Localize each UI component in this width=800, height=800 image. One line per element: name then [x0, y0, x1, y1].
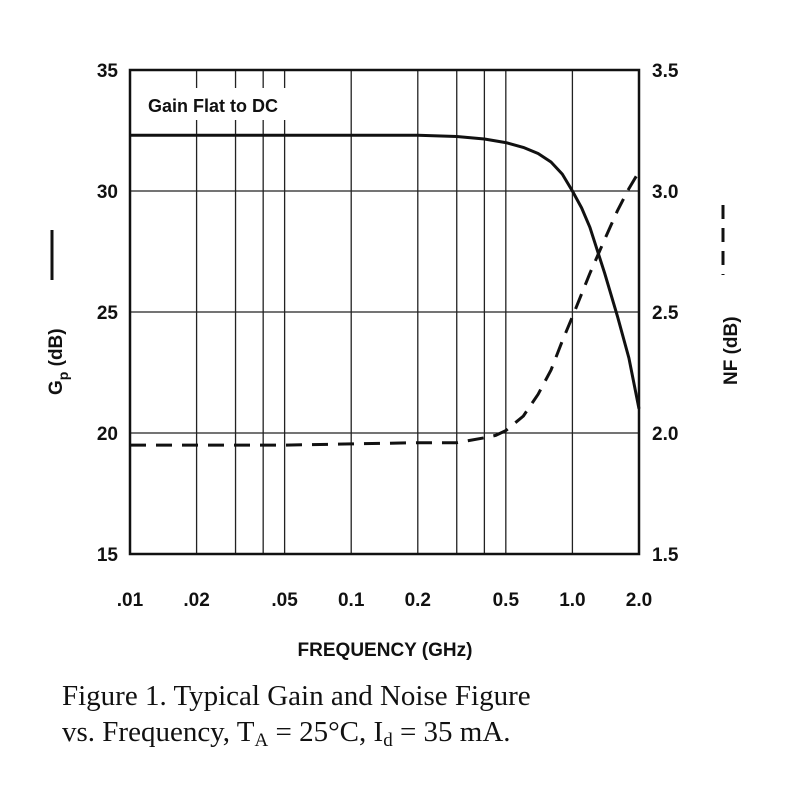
y-right-tick-label: 1.5	[652, 545, 679, 566]
x-tick-label: 0.5	[493, 590, 520, 611]
y-left-tick-label: 15	[97, 545, 119, 566]
series-layer	[130, 133, 641, 447]
y-right-tick-labels: 1.5 2.0 2.5 3.0 3.5	[652, 61, 679, 566]
y-left-axis-label: Gp (dB)	[46, 328, 71, 395]
svg-text:NF (dB): NF (dB)	[721, 316, 742, 385]
caption-sub-d: d	[383, 730, 393, 751]
x-tick-label: 0.2	[405, 590, 431, 611]
annotation-background	[142, 88, 340, 120]
caption-text-a: vs. Frequency, T	[62, 716, 255, 748]
y-right-tick-label: 3.5	[652, 61, 679, 82]
x-axis-label: FREQUENCY (GHz)	[298, 640, 473, 661]
caption-line-1: Figure 1. Typical Gain and Noise Figure	[62, 680, 531, 712]
y-left-label-sub: p	[55, 372, 71, 381]
caption-text-c: = 35 mA.	[392, 716, 511, 748]
caption-sub-a: A	[254, 730, 269, 751]
y-left-tick-label: 35	[97, 61, 119, 82]
figure-caption: Figure 1. Typical Gain and Noise Figure …	[62, 678, 792, 750]
gain-series-line	[130, 133, 641, 410]
caption-line-2: vs. Frequency, TA = 25°C, Id = 35 mA.	[62, 714, 792, 750]
y-left-tick-label: 30	[97, 182, 118, 203]
y-right-tick-label: 2.0	[652, 424, 678, 445]
svg-text:Gp (dB): Gp (dB)	[46, 328, 71, 395]
y-right-tick-label: 3.0	[652, 182, 678, 203]
x-tick-label: 1.0	[559, 590, 585, 611]
annotation-gain-flat: Gain Flat to DC	[148, 96, 278, 116]
nf-series-line	[130, 170, 641, 447]
x-tick-label: .02	[183, 590, 209, 611]
y-left-tick-labels: 15 20 25 30 35	[97, 61, 119, 566]
y-left-tick-label: 25	[97, 303, 119, 324]
x-tick-label: .01	[117, 590, 144, 611]
y-left-label-main: G	[46, 380, 67, 395]
caption-text-b: = 25°C, I	[268, 716, 384, 748]
y-right-tick-label: 2.5	[652, 303, 679, 324]
x-tick-label: .05	[271, 590, 298, 611]
y-left-label-unit: (dB)	[46, 328, 67, 371]
y-left-tick-label: 20	[97, 424, 118, 445]
y-right-axis-label: NF (dB)	[721, 316, 742, 385]
x-tick-labels: .01 .02 .05 0.1 0.2 0.5 1.0 2.0	[117, 590, 652, 611]
plot-frame	[128, 68, 641, 556]
x-tick-label: 0.1	[338, 590, 365, 611]
x-tick-label: 2.0	[626, 590, 652, 611]
grid-layer	[129, 69, 640, 555]
